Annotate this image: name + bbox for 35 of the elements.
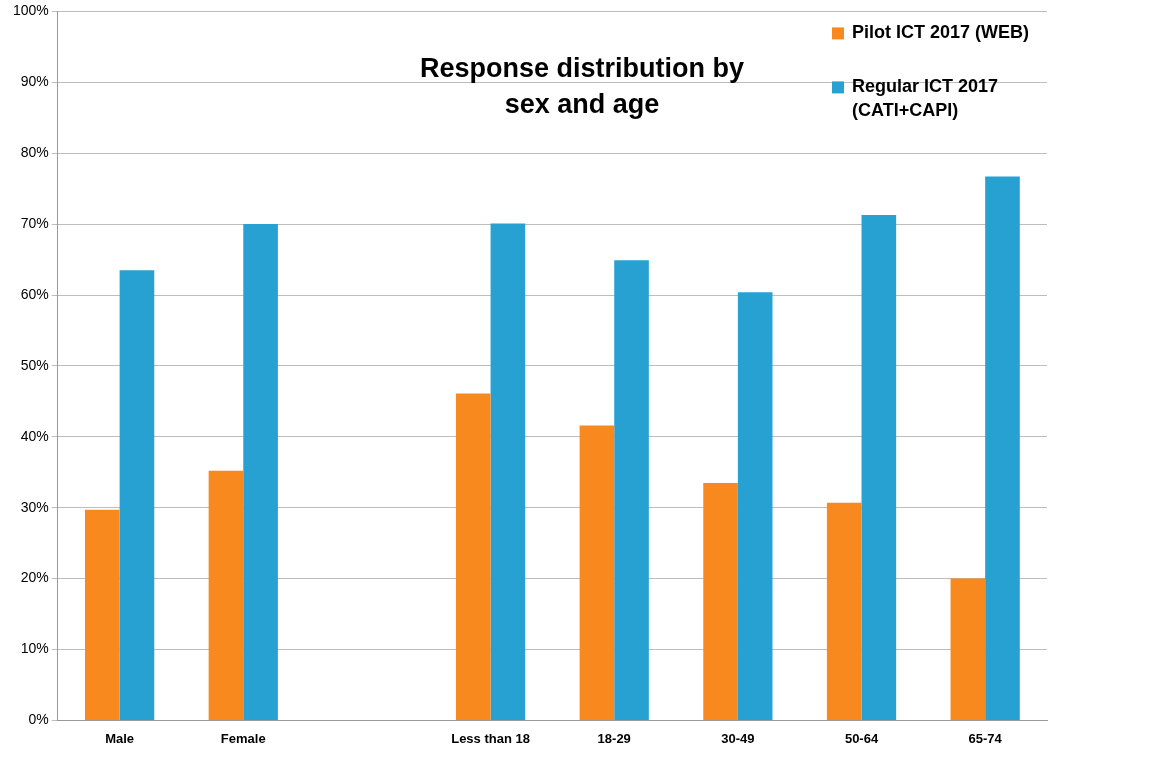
y-tick-label: 20%: [20, 569, 49, 586]
bar: [737, 292, 773, 720]
bar: [579, 425, 615, 720]
bar: [703, 482, 738, 720]
bar: [208, 470, 244, 720]
bar: [85, 509, 120, 720]
x-tick-label: 18-29: [597, 730, 631, 746]
y-tick-label: 90%: [20, 73, 49, 90]
x-tick-label: 50-64: [844, 730, 879, 746]
bar: [119, 270, 155, 720]
y-tick-label: 50%: [20, 356, 49, 373]
y-tick-label: 30%: [20, 498, 49, 515]
bar: [490, 223, 526, 720]
y-tick-label: 60%: [20, 285, 49, 302]
bar: [861, 214, 897, 720]
bar: [243, 224, 278, 720]
y-tick-label: 80%: [20, 144, 49, 161]
x-tick-label: Female: [220, 730, 266, 746]
y-tick-label: 100%: [12, 2, 49, 19]
bar: [950, 578, 986, 720]
x-tick-label: Male: [105, 730, 135, 746]
x-tick-label: Less than 18: [451, 730, 530, 746]
x-tick-label: 65-74: [968, 730, 1003, 746]
bar: [985, 176, 1020, 720]
legend-label: Regular ICT 2017 (CATI+CAPI): [852, 76, 999, 121]
y-tick-label: 0%: [28, 711, 49, 728]
x-tick-label: 30-49: [721, 730, 755, 746]
legend-label: Pilot ICT 2017 (WEB): [852, 22, 1030, 43]
y-tick-label: 70%: [20, 214, 49, 231]
bar: [455, 393, 491, 720]
y-tick-label: 10%: [20, 640, 49, 657]
bar: [826, 502, 862, 720]
bar: [614, 260, 649, 720]
y-tick-label: 40%: [20, 427, 49, 444]
text: Response distribution by sex and age: [420, 53, 745, 120]
